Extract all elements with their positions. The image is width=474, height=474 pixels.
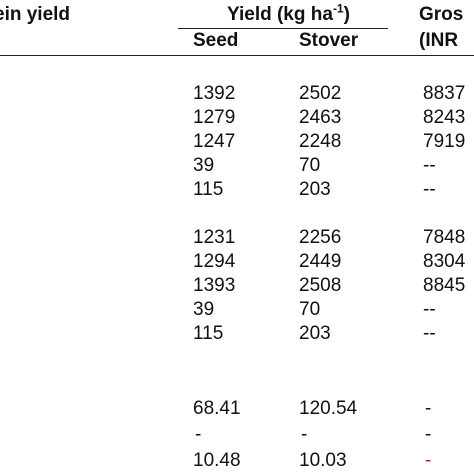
seed-cell: -: [195, 424, 202, 445]
gross-cell: 8845: [423, 275, 466, 296]
stover-cell: 2256: [299, 227, 342, 248]
gross-cell: --: [423, 299, 436, 320]
gross-cell: 7919: [423, 131, 466, 152]
gross-cell: 8304: [423, 251, 466, 272]
stover-cell: 2449: [299, 251, 342, 272]
header-bottom-rule: [0, 55, 474, 56]
gross-cell: 7848: [423, 227, 466, 248]
gross-cell: --: [423, 179, 436, 200]
stover-cell: -: [301, 424, 308, 445]
seed-cell: 68.41: [193, 398, 241, 419]
yield-header-sup: -1: [332, 1, 344, 16]
stover-header: Stover: [299, 30, 359, 51]
seed-cell: 115: [193, 323, 224, 344]
gross-cell: -: [425, 424, 432, 445]
seed-header: Seed: [193, 30, 239, 51]
stover-cell: 2508: [299, 275, 342, 296]
yield-header: Yield (kg ha-1): [227, 1, 350, 26]
seed-cell: 1392: [193, 83, 236, 104]
stover-cell: 2463: [299, 107, 342, 128]
yield-header-prefix: Yield (kg ha: [227, 4, 333, 25]
inr-header: (INR: [419, 30, 459, 51]
stover-cell: 10.03: [299, 450, 347, 471]
seed-cell: 1279: [193, 107, 236, 128]
yield-group-rule: [178, 28, 388, 29]
seed-cell: 115: [193, 179, 224, 200]
gross-cell: -: [425, 450, 432, 471]
seed-cell: 1294: [193, 251, 236, 272]
seed-cell: 1247: [193, 131, 236, 152]
seed-cell: 1393: [193, 275, 236, 296]
gross-cell: 8243: [423, 107, 466, 128]
gross-cell: -: [425, 398, 432, 419]
stover-cell: 2502: [299, 83, 342, 104]
stover-cell: 2248: [299, 131, 342, 152]
stover-cell: 120.54: [299, 398, 358, 419]
gross-cell: --: [423, 155, 436, 176]
gross-cell: 8837: [423, 83, 466, 104]
stover-cell: 203: [299, 179, 331, 200]
stover-cell: 203: [299, 323, 331, 344]
gross-header: Gros: [419, 4, 464, 25]
gross-cell: --: [423, 323, 436, 344]
stover-cell: 70: [299, 155, 321, 176]
seed-cell: 10.48: [193, 450, 241, 471]
protein-yield-header: ein yield: [0, 4, 71, 25]
seed-cell: 39: [193, 155, 215, 176]
seed-cell: 39: [193, 299, 215, 320]
yield-header-suffix: ): [343, 4, 350, 25]
stover-cell: 70: [299, 299, 321, 320]
seed-cell: 1231: [193, 227, 236, 248]
